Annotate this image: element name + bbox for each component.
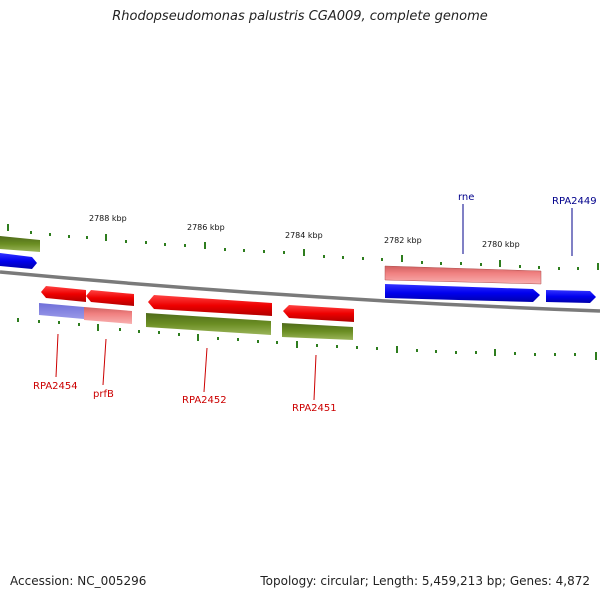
gene-RPA2451[interactable] — [283, 305, 354, 322]
gene-left-forward[interactable] — [0, 253, 37, 269]
gene-label-rne[interactable]: rne — [458, 192, 474, 203]
scale-label-2780: 2780 kbp — [482, 240, 520, 249]
gene-prfB[interactable] — [86, 290, 134, 306]
gene-prfB-cds[interactable] — [84, 307, 132, 324]
genome-summary-text: Topology: circular; Length: 5,459,213 bp… — [260, 574, 590, 588]
gene-RPA2454-cds[interactable] — [39, 303, 84, 319]
gene-left-cds[interactable] — [0, 236, 40, 252]
scale-label-2782: 2782 kbp — [384, 236, 422, 245]
gene-label-prfB[interactable]: prfB — [93, 389, 114, 400]
scale-label-2784: 2784 kbp — [285, 231, 323, 240]
scale-label-2786: 2786 kbp — [187, 223, 225, 232]
accession-text: Accession: NC_005296 — [10, 574, 147, 588]
gene-label-RPA2454[interactable]: RPA2454 — [33, 381, 78, 392]
gene-RPA2454[interactable] — [41, 286, 86, 302]
gene-rne-cds[interactable] — [384, 265, 542, 285]
label-line-RPA2454 — [55, 333, 59, 378]
scale-label-2788: 2788 kbp — [89, 214, 127, 223]
label-line-RPA2451 — [313, 354, 317, 401]
label-line-prfB — [102, 338, 107, 386]
upper-ticks — [7, 224, 599, 270]
gene-label-RPA2451[interactable]: RPA2451 — [292, 403, 337, 414]
gene-label-RPA2449[interactable]: RPA2449 — [552, 196, 597, 207]
gene-rne[interactable] — [385, 284, 540, 302]
gene-RPA2452-cds[interactable] — [146, 313, 271, 335]
genome-title: Rhodopseudomonas palustris CGA009, compl… — [112, 9, 488, 24]
gene-RPA2449[interactable] — [546, 290, 596, 303]
genome-backbone — [0, 270, 600, 313]
gene-RPA2452[interactable] — [148, 295, 272, 316]
gene-RPA2451-cds[interactable] — [282, 323, 353, 340]
label-line-RPA2452 — [203, 347, 208, 393]
lower-ticks — [17, 318, 597, 360]
gene-label-RPA2452[interactable]: RPA2452 — [182, 395, 227, 406]
